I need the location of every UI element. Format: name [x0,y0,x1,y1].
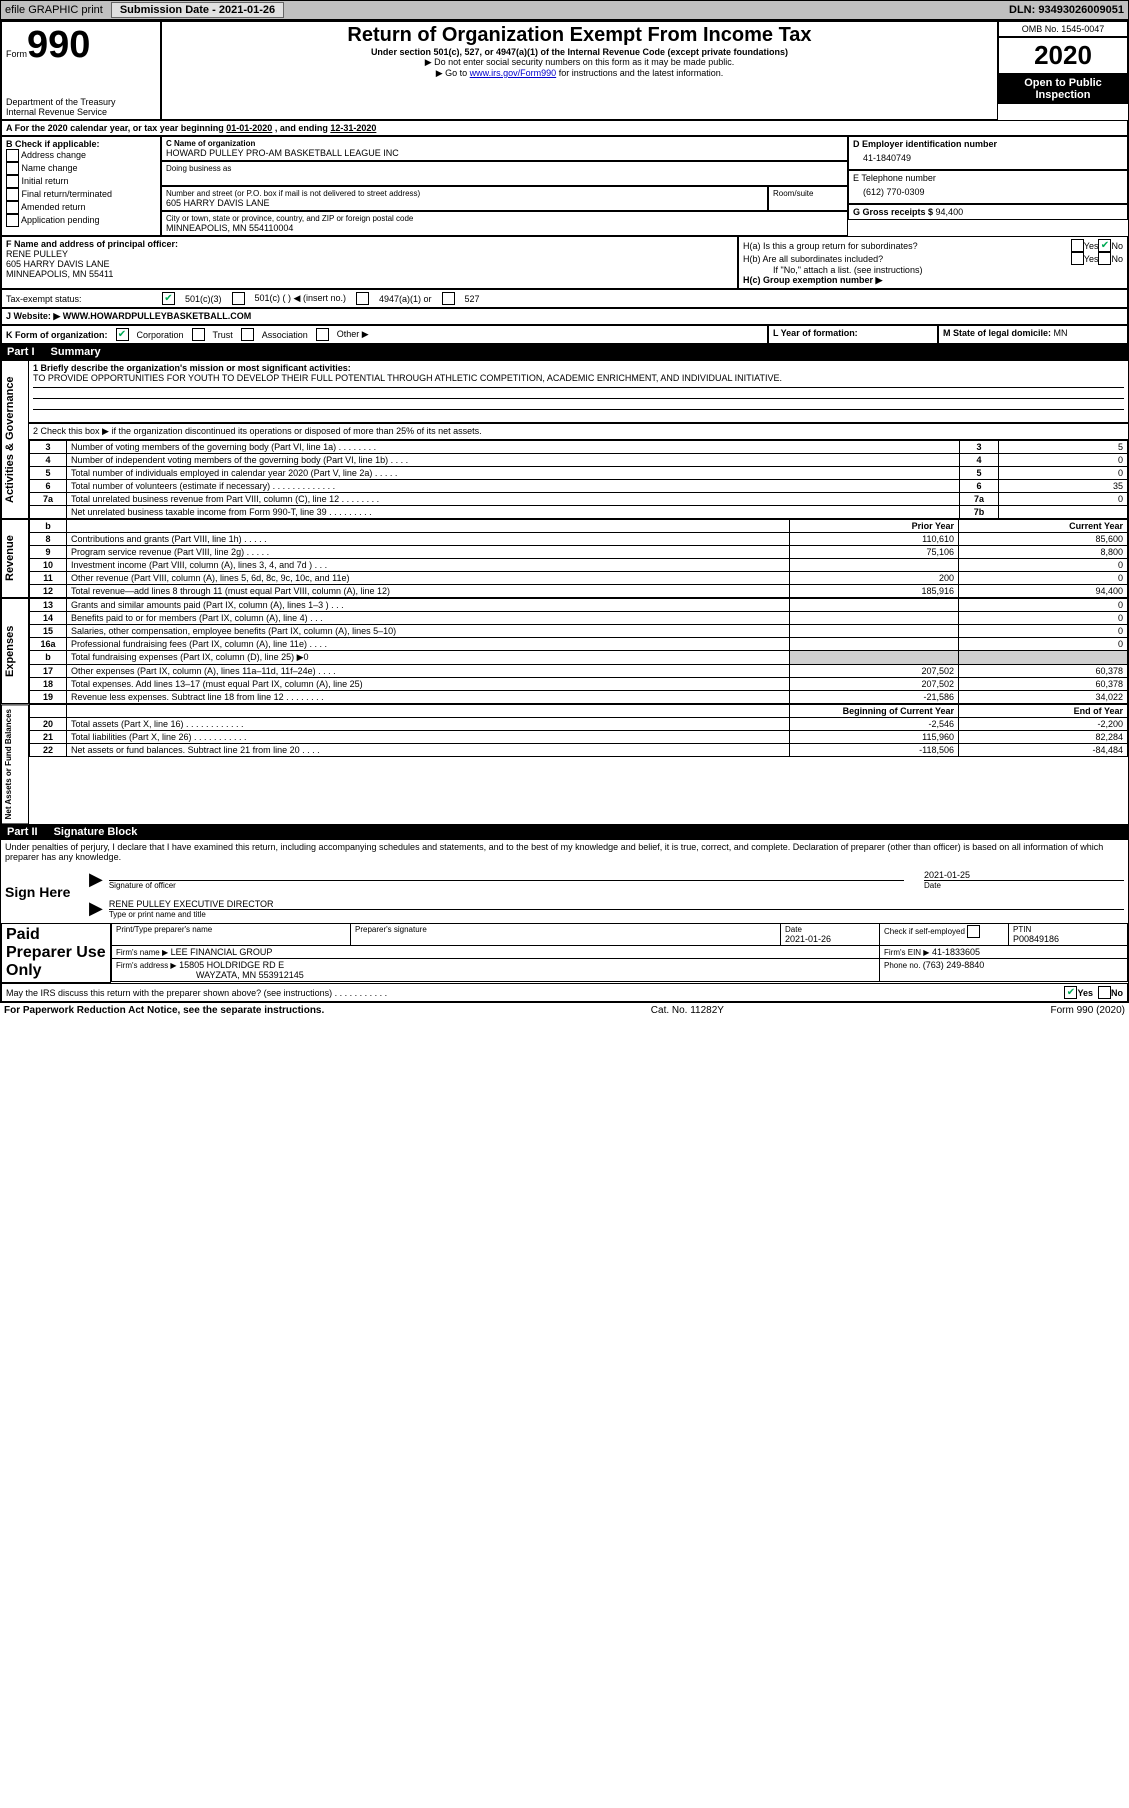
boxb-check[interactable] [6,214,19,227]
city-state-zip: MINNEAPOLIS, MN 554110004 [166,223,843,233]
box-e-label: E Telephone number [853,173,1123,183]
governance-table: 3Number of voting members of the governi… [29,440,1128,519]
netassets-table: Beginning of Current YearEnd of Year 20T… [29,704,1128,757]
k-corp[interactable] [116,328,129,341]
part1-header: Part ISummary [1,344,1128,360]
dept: Department of the Treasury Internal Reve… [6,97,156,117]
h-a-yes[interactable] [1071,239,1084,252]
city-label: City or town, state or province, country… [166,214,843,223]
phone: (612) 770-0309 [853,183,1123,201]
addr-label: Number and street (or P.O. box if mail i… [166,189,763,198]
boxb-check[interactable] [6,175,19,188]
box-m: M State of legal domicile: MN [938,325,1128,344]
website-row: J Website: ▶ WWW.HOWARDPULLEYBASKETBALL.… [1,308,1128,325]
boxb-check[interactable] [6,188,19,201]
k-trust[interactable] [192,328,205,341]
501c-check[interactable] [232,292,245,305]
expenses-table: 13Grants and similar amounts paid (Part … [29,598,1128,704]
sig-officer-label: Signature of officer [109,881,904,890]
org-name: HOWARD PULLEY PRO-AM BASKETBALL LEAGUE I… [166,148,843,158]
part2-header: Part IISignature Block [1,824,1128,840]
discuss-yes[interactable] [1064,986,1077,999]
dln: DLN: 93493026009051 [1009,4,1124,16]
sig-typed-name: RENE PULLEY EXECUTIVE DIRECTOR [109,899,1124,910]
box-b: B Check if applicable: Address change Na… [1,136,161,236]
top-bar: efile GRAPHIC print Submission Date - 20… [0,0,1129,20]
boxb-check[interactable] [6,201,19,214]
arrow-icon: ▶ [83,898,109,919]
box-k: K Form of organization: Corporation Trus… [1,325,768,344]
4947-check[interactable] [356,292,369,305]
box-l: L Year of formation: [768,325,938,344]
sign-here: Sign Here [1,864,79,923]
boxb-check[interactable] [6,149,19,162]
boxb-check[interactable] [6,162,19,175]
box-d-label: D Employer identification number [853,139,1123,149]
mission-text: TO PROVIDE OPPORTUNITIES FOR YOUTH TO DE… [33,373,1124,383]
h-b-yes[interactable] [1071,252,1084,265]
501c3-check[interactable] [162,292,175,305]
box-h: H(a) Is this a group return for subordin… [738,236,1128,289]
paid-preparer: Paid Preparer Use Only [1,923,111,983]
q2: 2 Check this box ▶ if the organization d… [29,423,1128,440]
room-label: Room/suite [768,186,848,211]
subtitle-3: Go to www.irs.gov/Form990 for instructio… [166,68,993,79]
revenue-table: bPrior YearCurrent Year 8Contributions a… [29,519,1128,598]
self-employed-check[interactable] [967,925,980,938]
side-expenses: Expenses [1,598,29,704]
form-title: Return of Organization Exempt From Incom… [166,24,993,47]
arrow-icon: ▶ [83,869,109,890]
sig-date: 2021-01-25 [924,870,1124,881]
preparer-table: Print/Type preparer's name Preparer's si… [111,923,1128,982]
officer-name: RENE PULLEY [6,249,733,259]
dba-label: Doing business as [166,164,843,173]
subtitle-1: Under section 501(c), 527, or 4947(a)(1)… [166,47,993,57]
street-address: 605 HARRY DAVIS LANE [166,198,763,208]
footer: For Paperwork Reduction Act Notice, see … [0,1003,1129,1018]
form-page: Form990 Department of the Treasury Inter… [0,20,1129,1003]
box-g: G Gross receipts $ 94,400 [848,204,1128,220]
subtitle-2: Do not enter social security numbers on … [166,57,993,68]
q1-label: 1 Briefly describe the organization's mi… [33,363,1124,373]
527-check[interactable] [442,292,455,305]
perjury-text: Under penalties of perjury, I declare th… [1,840,1128,864]
form-number: 990 [27,24,90,66]
officer-addr1: 605 HARRY DAVIS LANE [6,259,733,269]
efile-label: efile GRAPHIC print [5,4,103,16]
ein: 41-1840749 [853,149,1123,167]
omb: OMB No. 1545-0047 [998,21,1128,37]
submission-pill: Submission Date - 2021-01-26 [111,2,284,18]
period-line: A For the 2020 calendar year, or tax yea… [1,120,1128,136]
box-c-name-label: C Name of organization [166,139,843,148]
h-b-no[interactable] [1098,252,1111,265]
discuss-no[interactable] [1098,986,1111,999]
box-f-label: F Name and address of principal officer: [6,239,733,249]
side-revenue: Revenue [1,519,29,598]
side-netassets: Net Assets or Fund Balances [1,704,29,824]
k-other[interactable] [316,328,329,341]
tax-year: 2020 [998,37,1128,74]
sig-typed-label: Type or print name and title [109,910,1124,919]
h-a-no[interactable] [1098,239,1111,252]
tax-exempt-row: Tax-exempt status: 501(c)(3) 501(c) ( ) … [1,289,1128,308]
discuss-row: May the IRS discuss this return with the… [1,983,1128,1002]
form-prefix: Form [6,49,27,59]
side-governance: Activities & Governance [1,360,29,519]
open-inspection: Open to Public Inspection [998,74,1128,104]
officer-addr2: MINNEAPOLIS, MN 55411 [6,269,733,279]
k-assoc[interactable] [241,328,254,341]
sig-date-label: Date [924,881,1124,890]
